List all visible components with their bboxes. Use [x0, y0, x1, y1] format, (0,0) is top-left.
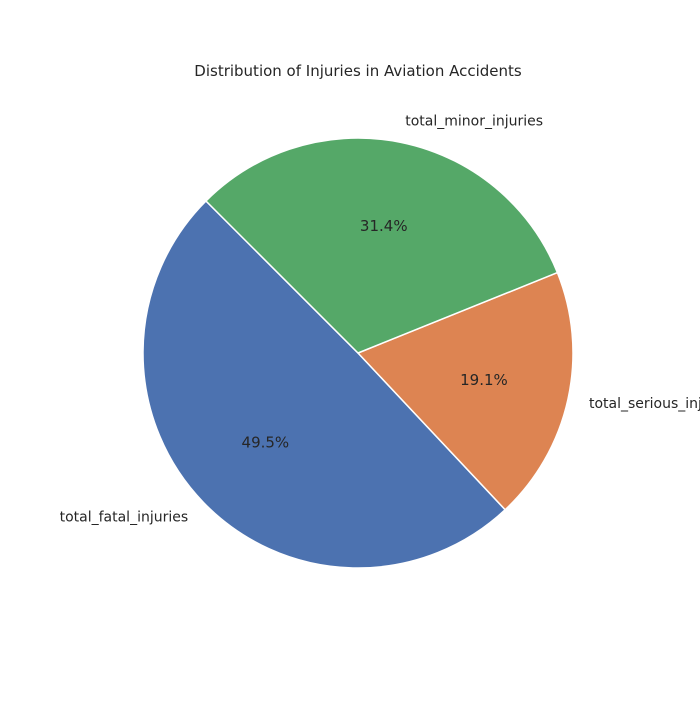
slice-percent-total-serious-injuries: 19.1% — [460, 371, 508, 389]
slice-label-total-minor-injuries: total_minor_injuries — [405, 113, 543, 129]
slice-label-total-fatal-injuries: total_fatal_injuries — [60, 510, 189, 526]
slice-percent-total-minor-injuries: 31.4% — [360, 217, 408, 235]
slice-label-total-serious-injuries: total_serious_injuries — [589, 396, 700, 412]
chart-title: Distribution of Injuries in Aviation Acc… — [194, 62, 522, 80]
pie-slices — [142, 137, 574, 569]
pie-slice-total-fatal-injuries — [142, 200, 506, 569]
pie-labels: total_fatal_injuries 49.5% total_serious_i… — [60, 113, 700, 525]
pie-slice-total-minor-injuries — [205, 137, 559, 354]
slice-percent-total-fatal-injuries: 49.5% — [242, 433, 290, 451]
